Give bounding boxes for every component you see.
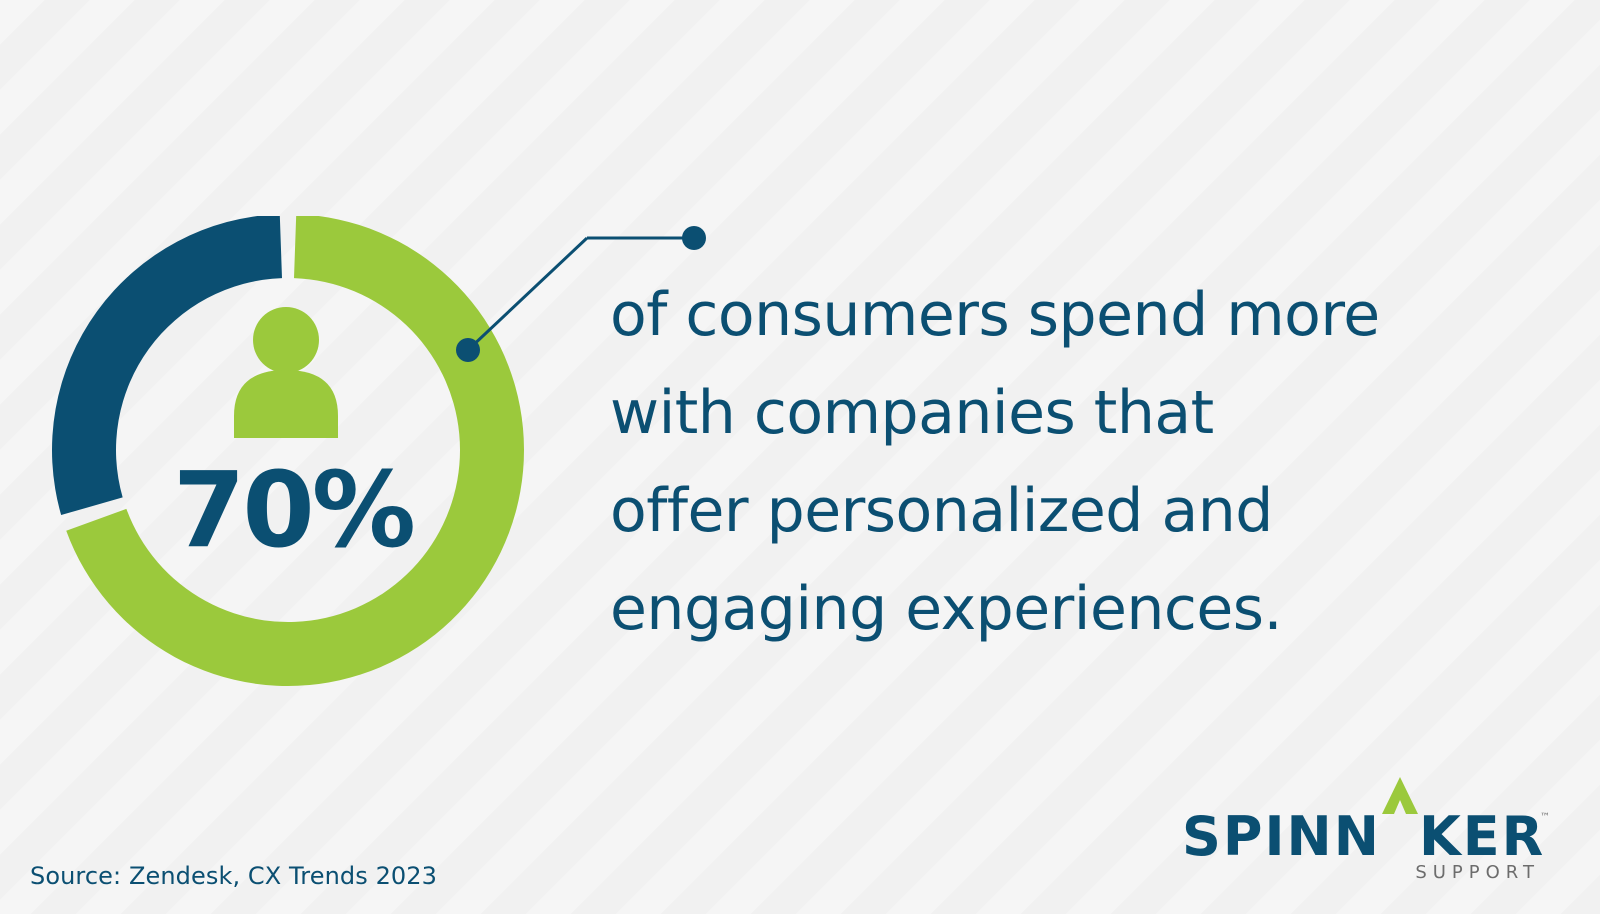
logo-word-part1: SPINN	[1182, 805, 1381, 868]
logo-a-icon	[1381, 777, 1419, 855]
headline-line-4: engaging experiences.	[610, 574, 1283, 644]
logo-trademark: ™	[1540, 812, 1550, 823]
logo-word-part2: KER	[1418, 805, 1546, 868]
headline-line-2: with companies that	[610, 378, 1214, 448]
logo-wordmark: SPINN KER	[1182, 777, 1545, 864]
spinnaker-support-logo: SPINN KER ™ SUPPORT	[1182, 777, 1562, 890]
headline-line-1: of consumers spend more	[610, 280, 1380, 350]
headline: of consumers spend more with companies t…	[610, 266, 1510, 658]
person-head	[253, 307, 319, 373]
person-body	[234, 370, 338, 438]
headline-line-3: offer personalized and	[610, 476, 1273, 546]
percent-label: 70%	[173, 449, 416, 571]
logo-subtitle: SUPPORT	[1415, 862, 1540, 883]
source-citation: Source: Zendesk, CX Trends 2023	[30, 862, 438, 890]
leader-dot-end	[682, 226, 706, 250]
donut-chart-svg	[52, 216, 524, 686]
person-icon	[234, 307, 338, 438]
donut-slice-2	[52, 216, 282, 516]
donut-chart	[52, 216, 532, 696]
